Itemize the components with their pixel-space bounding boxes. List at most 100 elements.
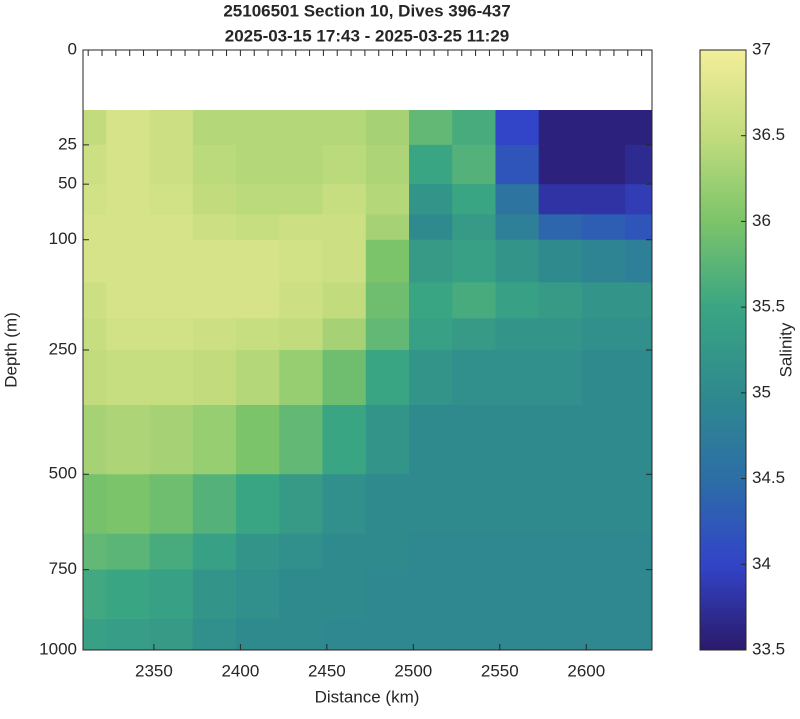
salinity-cell [495, 350, 540, 406]
salinity-cell [236, 404, 280, 475]
salinity-cell [625, 533, 652, 571]
salinity-cell [83, 144, 107, 185]
salinity-cell [149, 110, 194, 146]
salinity-cell [106, 619, 151, 650]
salinity-cell [409, 619, 453, 650]
salinity-cell [279, 318, 324, 351]
salinity-cell [149, 474, 194, 535]
salinity-cell [365, 184, 410, 215]
salinity-cell [322, 619, 367, 650]
salinity-cell [365, 404, 410, 475]
salinity-cell [236, 318, 280, 351]
salinity-cell [409, 282, 453, 319]
salinity-cell [409, 404, 453, 475]
salinity-cell [322, 144, 367, 185]
salinity-cell [192, 569, 237, 620]
salinity-cell [149, 144, 194, 185]
salinity-cell [149, 404, 194, 475]
salinity-cell [538, 533, 583, 571]
salinity-cell [149, 350, 194, 406]
salinity-cell [452, 144, 497, 185]
salinity-cell [236, 282, 280, 319]
salinity-cell [149, 184, 194, 215]
x-axis-label: Distance (km) [315, 687, 420, 706]
colorbar-tick-label: 35.5 [752, 297, 785, 316]
salinity-cell [106, 214, 151, 241]
salinity-cell [192, 318, 237, 351]
salinity-cell [581, 144, 626, 185]
salinity-cell [149, 569, 194, 620]
salinity-cell [625, 474, 652, 535]
salinity-cell [581, 404, 626, 475]
salinity-cell [83, 239, 107, 283]
x-tick-label: 2550 [481, 661, 519, 680]
x-tick-label: 2450 [308, 661, 346, 680]
salinity-cell [495, 144, 540, 185]
salinity-cell [279, 474, 324, 535]
salinity-cell [625, 569, 652, 620]
salinity-cell [322, 569, 367, 620]
salinity-cell [83, 569, 107, 620]
x-tick-label: 2350 [135, 661, 173, 680]
salinity-cell [236, 144, 280, 185]
salinity-cell [365, 282, 410, 319]
y-tick-label: 500 [49, 464, 77, 483]
salinity-cell [149, 282, 194, 319]
salinity-cell [236, 474, 280, 535]
salinity-cell [83, 184, 107, 215]
salinity-cell [83, 214, 107, 241]
salinity-cell [365, 239, 410, 283]
salinity-cell [538, 282, 583, 319]
salinity-cell [538, 214, 583, 241]
salinity-cell [322, 318, 367, 351]
salinity-cell [581, 184, 626, 215]
salinity-cell [279, 282, 324, 319]
salinity-cell [83, 474, 107, 535]
salinity-cell [322, 184, 367, 215]
salinity-cell [625, 110, 652, 146]
salinity-cell [495, 110, 540, 146]
salinity-cell [106, 282, 151, 319]
salinity-cell [279, 569, 324, 620]
salinity-cell [192, 110, 237, 146]
salinity-cell [236, 569, 280, 620]
salinity-cell [192, 184, 237, 215]
salinity-cell [192, 282, 237, 319]
salinity-cell [192, 533, 237, 571]
salinity-cell [192, 619, 237, 650]
salinity-cell [581, 282, 626, 319]
salinity-cell [83, 318, 107, 351]
salinity-cell [279, 110, 324, 146]
salinity-cell [279, 533, 324, 571]
salinity-cell [365, 110, 410, 146]
x-tick-label: 2600 [567, 661, 605, 680]
salinity-cell [409, 110, 453, 146]
y-tick-label: 25 [58, 134, 77, 153]
salinity-cell [581, 569, 626, 620]
salinity-cell [106, 184, 151, 215]
salinity-cell [452, 239, 497, 283]
salinity-cell [279, 619, 324, 650]
salinity-cell [538, 619, 583, 650]
salinity-cell [409, 350, 453, 406]
y-tick-label: 50 [58, 174, 77, 193]
colorbar-tick-label: 34.5 [752, 468, 785, 487]
salinity-cell [452, 214, 497, 241]
salinity-cell [83, 110, 107, 146]
salinity-cell [365, 144, 410, 185]
salinity-cell [625, 214, 652, 241]
salinity-cell [581, 214, 626, 241]
salinity-cell [581, 318, 626, 351]
salinity-cell [106, 569, 151, 620]
salinity-cell [538, 318, 583, 351]
salinity-cell [192, 404, 237, 475]
salinity-cell [365, 318, 410, 351]
salinity-cell [625, 239, 652, 283]
salinity-cell [322, 474, 367, 535]
salinity-cell [581, 350, 626, 406]
salinity-cell [83, 619, 107, 650]
salinity-cell [495, 282, 540, 319]
salinity-cell [365, 619, 410, 650]
colorbar-tick-label: 37 [752, 39, 771, 58]
